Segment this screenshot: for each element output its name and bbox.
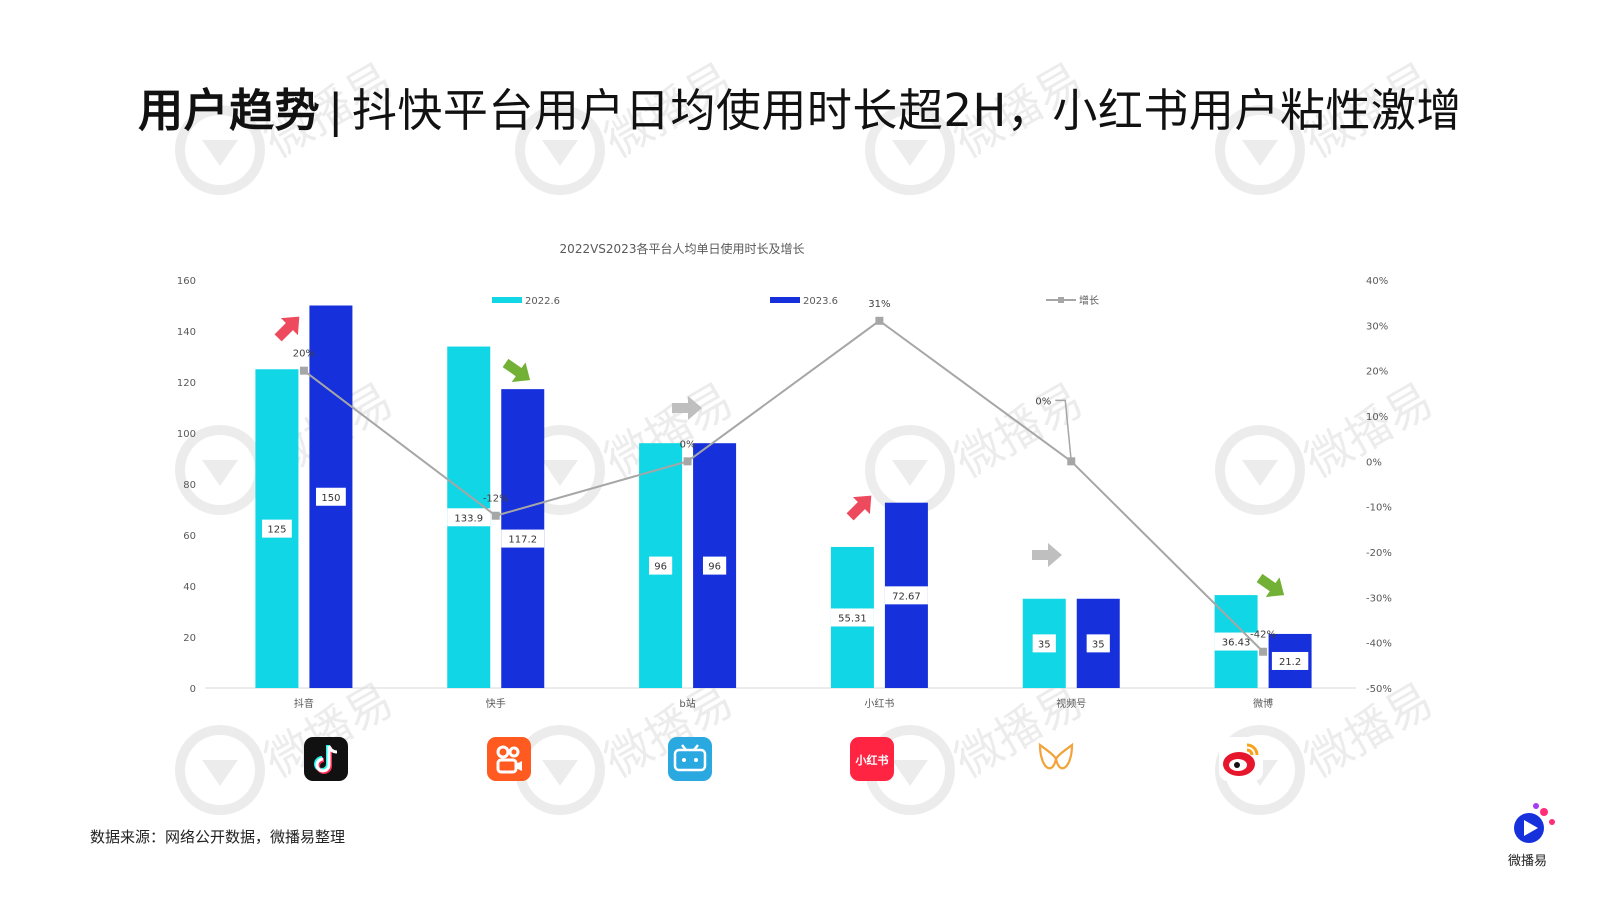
growth-point-微博 bbox=[1259, 647, 1268, 656]
trend-arrow-shape bbox=[1032, 543, 1062, 567]
page-title: 用户趋势 | 抖快平台用户日均使用时长超2H，小红书用户粘性激增 bbox=[0, 74, 1600, 139]
y-left-tick-label: 120 bbox=[177, 378, 196, 389]
data-label-2023.6-b站: 96 bbox=[708, 562, 721, 573]
data-label-box bbox=[648, 556, 673, 575]
x-tick-label: 微博 bbox=[1253, 697, 1273, 710]
y-left-tick-label: 40 bbox=[183, 582, 196, 593]
data-label-2022.6-视频号: 35 bbox=[1038, 639, 1051, 650]
shipinhao-logo-icon bbox=[1034, 737, 1078, 781]
growth-label-视频号: 0% bbox=[1035, 396, 1051, 407]
growth-label-快手: -12% bbox=[483, 494, 509, 505]
legend-swatch-2022.6 bbox=[492, 297, 522, 303]
data-label-box bbox=[702, 556, 727, 575]
data-label-box bbox=[1271, 651, 1309, 670]
legend-swatch-2023.6 bbox=[770, 297, 800, 303]
y-right-tick-label: 10% bbox=[1366, 412, 1388, 423]
legend-line-marker bbox=[1058, 297, 1064, 303]
growth-point-b站 bbox=[683, 457, 692, 466]
y-left-tick-label: 80 bbox=[183, 480, 196, 491]
trend-arrow-down-icon bbox=[1256, 573, 1285, 597]
data-label-2022.6-快手: 133.9 bbox=[454, 513, 483, 524]
data-label-2022.6-微博: 36.43 bbox=[1222, 638, 1251, 649]
page-title-separator: | bbox=[328, 84, 344, 137]
y-left-tick-label: 160 bbox=[177, 276, 196, 287]
data-label-2023.6-视频号: 35 bbox=[1092, 639, 1105, 650]
growth-label-微博: -42% bbox=[1250, 630, 1276, 641]
x-tick-label: 小红书 bbox=[864, 697, 894, 710]
trend-arrow-shape bbox=[672, 396, 702, 420]
svg-text:小红书: 小红书 bbox=[855, 753, 889, 767]
data-label-2023.6-小红书: 72.67 bbox=[892, 591, 921, 602]
trend-arrow-shape bbox=[274, 316, 300, 342]
data-label-box bbox=[830, 608, 874, 627]
y-right-tick-label: 0% bbox=[1366, 457, 1382, 468]
growth-label-b站: 0% bbox=[680, 439, 696, 450]
y-right-tick-label: -50% bbox=[1366, 684, 1392, 695]
growth-point-小红书 bbox=[875, 316, 884, 325]
y-left-tick-label: 60 bbox=[183, 531, 196, 542]
xiaohongshu-logo-icon: 小红书 bbox=[850, 737, 894, 781]
data-label-2023.6-抖音: 150 bbox=[321, 493, 340, 504]
data-label-2022.6-b站: 96 bbox=[654, 562, 667, 573]
y-right-tick-label: -30% bbox=[1366, 593, 1392, 604]
page-title-text: 抖快平台用户日均使用时长超2H，小红书用户粘性激增 bbox=[351, 84, 1462, 137]
x-tick-label: 快手 bbox=[486, 697, 506, 710]
data-label-box bbox=[884, 586, 928, 605]
y-right-tick-label: 20% bbox=[1366, 367, 1388, 378]
trend-arrow-up-icon bbox=[846, 495, 872, 521]
data-label-box bbox=[447, 508, 491, 527]
y-left-tick-label: 140 bbox=[177, 327, 196, 338]
data-label-2023.6-快手: 117.2 bbox=[508, 535, 537, 546]
brand-name: 微播易 bbox=[1508, 854, 1548, 869]
trend-arrow-down-icon bbox=[502, 358, 531, 382]
growth-leader-line bbox=[1055, 399, 1072, 462]
trend-arrow-flat-icon bbox=[1032, 543, 1062, 567]
y-left-tick-label: 0 bbox=[190, 684, 196, 695]
source-note: 数据来源：网络公开数据，微播易整理 bbox=[90, 828, 346, 846]
y-right-tick-label: -10% bbox=[1366, 503, 1392, 514]
y-right-tick-label: 40% bbox=[1366, 276, 1388, 287]
y-right-tick-label: -40% bbox=[1366, 639, 1392, 650]
growth-label-小红书: 31% bbox=[868, 299, 890, 310]
growth-line bbox=[303, 319, 1264, 653]
trend-arrow-shape bbox=[502, 358, 531, 382]
data-label-2022.6-抖音: 125 bbox=[267, 525, 286, 536]
x-tick-label: b站 bbox=[679, 697, 695, 710]
data-label-box bbox=[316, 487, 346, 506]
weibo-logo-icon bbox=[1219, 737, 1263, 781]
data-label-box bbox=[501, 529, 545, 548]
douyin-logo-icon bbox=[304, 737, 348, 781]
brand-logo-icon bbox=[1514, 803, 1555, 843]
growth-point-快手 bbox=[491, 511, 500, 520]
page-title-bold: 用户趋势 bbox=[138, 84, 321, 137]
data-label-box bbox=[1032, 634, 1056, 653]
data-label-2022.6-小红书: 55.31 bbox=[838, 613, 867, 624]
trend-arrow-shape bbox=[1256, 573, 1285, 597]
data-label-box bbox=[1086, 634, 1110, 653]
growth-label-抖音: 20% bbox=[293, 349, 315, 360]
x-tick-label: 抖音 bbox=[294, 697, 314, 710]
legend-label-2023.6: 2023.6 bbox=[803, 296, 838, 307]
bilibili-logo-icon bbox=[668, 737, 712, 781]
data-label-box bbox=[262, 519, 292, 538]
chart-title: 2022VS2023各平台人均单日使用时长及增长 bbox=[560, 241, 805, 256]
x-tick-label: 视频号 bbox=[1056, 697, 1086, 710]
y-left-tick-label: 100 bbox=[177, 429, 196, 440]
data-label-2023.6-微博: 21.2 bbox=[1279, 657, 1301, 668]
y-left-tick-label: 20 bbox=[183, 633, 196, 644]
trend-arrow-shape bbox=[846, 495, 872, 521]
trend-arrow-up-icon bbox=[274, 316, 300, 342]
y-right-tick-label: -20% bbox=[1366, 548, 1392, 559]
legend-label-2022.6: 2022.6 bbox=[525, 296, 560, 307]
y-right-tick-label: 30% bbox=[1366, 321, 1388, 332]
kuaishou-logo-icon bbox=[487, 737, 531, 781]
data-label-box bbox=[1214, 632, 1258, 651]
trend-arrow-flat-icon bbox=[672, 396, 702, 420]
growth-point-抖音 bbox=[299, 366, 308, 375]
legend-label-growth: 增长 bbox=[1079, 294, 1099, 307]
